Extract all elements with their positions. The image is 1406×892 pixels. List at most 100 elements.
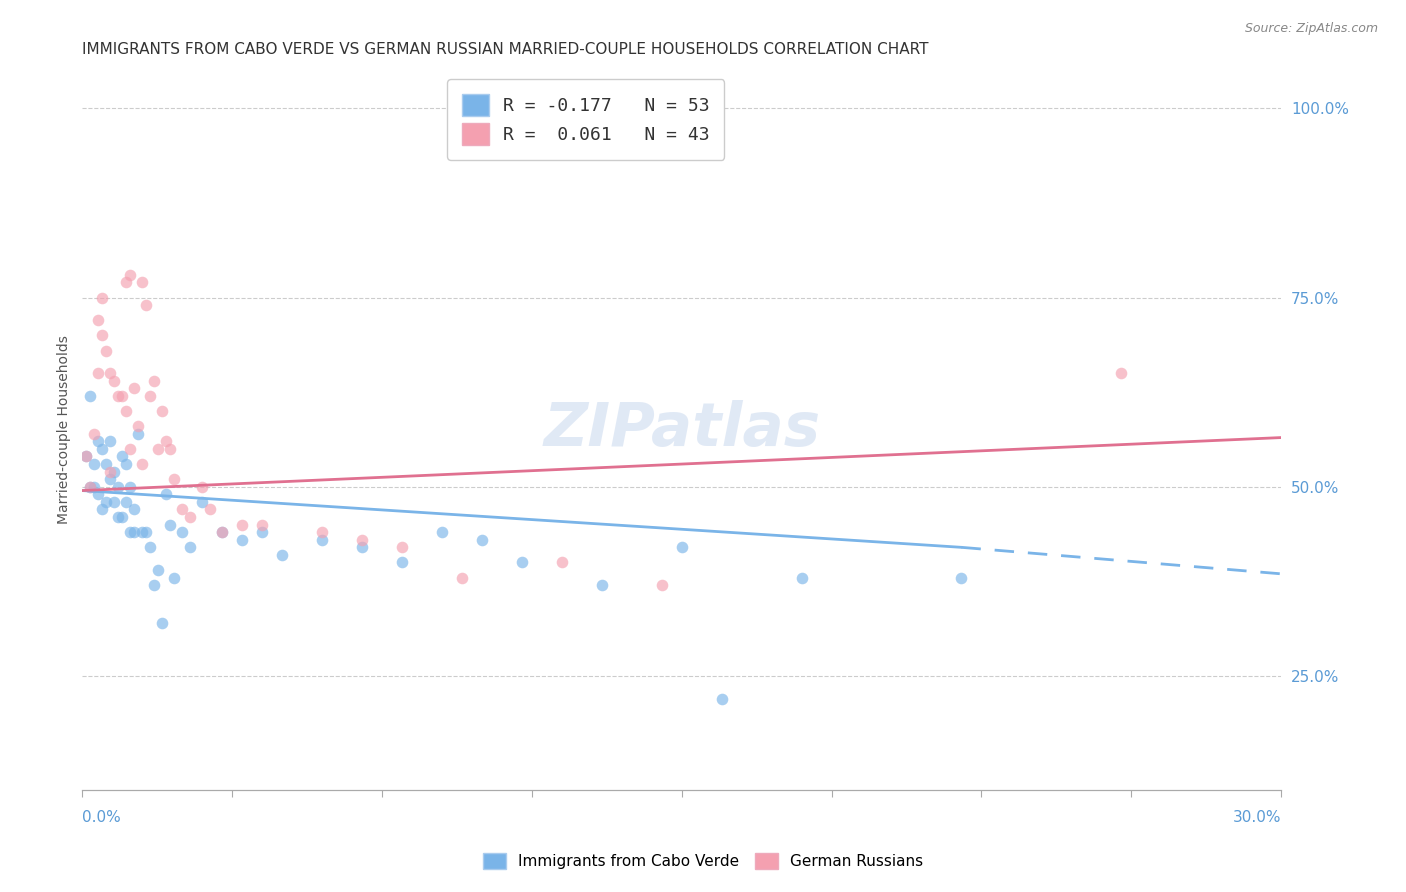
Point [107,389,129,403]
Point [591,578,613,592]
Point [163,571,186,585]
Point [75,450,97,464]
Point [120,268,142,282]
Point [710,691,733,706]
Text: IMMIGRANTS FROM CABO VERDE VS GERMAN RUSSIAN MARRIED-COUPLE HOUSEHOLDS CORRELATI: IMMIGRANTS FROM CABO VERDE VS GERMAN RUS… [83,42,929,57]
Point [211,525,233,540]
Point [103,495,125,509]
Point [148,563,170,577]
Point [179,541,201,555]
Point [103,374,125,388]
Point [87,313,110,327]
Point [91,442,114,456]
Point [91,328,114,343]
Point [122,502,145,516]
Point [139,389,162,403]
Point [179,510,201,524]
Y-axis label: Married-couple Households: Married-couple Households [58,335,72,524]
Point [250,517,273,532]
Point [950,571,973,585]
Point [98,465,121,479]
Point [115,495,138,509]
Point [172,525,194,540]
Point [391,541,413,555]
Point [391,556,413,570]
Point [250,525,273,540]
Point [98,366,121,380]
Point [451,571,474,585]
Point [91,502,114,516]
Point [111,450,134,464]
Point [671,541,693,555]
Point [127,426,149,441]
Point [79,480,101,494]
Point [131,457,153,471]
Point [79,480,101,494]
Point [111,389,134,403]
Point [87,366,110,380]
Point [159,442,181,456]
Point [135,525,157,540]
Point [1109,366,1132,380]
Point [96,495,118,509]
Point [311,525,333,540]
Text: 0.0%: 0.0% [83,810,121,825]
Point [510,556,533,570]
Point [98,472,121,486]
Point [191,480,214,494]
Point [127,419,149,434]
Point [159,517,181,532]
Point [551,556,574,570]
Point [75,450,97,464]
Point [143,578,166,592]
Point [430,525,453,540]
Point [91,291,114,305]
Point [83,457,105,471]
Point [271,548,294,562]
Point [790,571,813,585]
Point [231,517,253,532]
Point [172,502,194,516]
Point [198,502,221,516]
Point [191,495,214,509]
Point [150,404,173,418]
Point [155,487,177,501]
Point [120,442,142,456]
Point [83,426,105,441]
Point [87,487,110,501]
Legend: Immigrants from Cabo Verde, German Russians: Immigrants from Cabo Verde, German Russi… [477,847,929,875]
Text: Source: ZipAtlas.com: Source: ZipAtlas.com [1244,22,1378,36]
Point [143,374,166,388]
Point [651,578,673,592]
Point [107,510,129,524]
Point [139,541,162,555]
Point [135,298,157,312]
Point [131,525,153,540]
Point [163,472,186,486]
Point [155,434,177,449]
Text: 30.0%: 30.0% [1233,810,1281,825]
Point [83,480,105,494]
Point [131,276,153,290]
Point [211,525,233,540]
Point [115,457,138,471]
Point [122,381,145,395]
Point [350,541,373,555]
Point [115,404,138,418]
Point [87,434,110,449]
Point [311,533,333,547]
Point [115,276,138,290]
Point [103,465,125,479]
Point [231,533,253,547]
Point [120,525,142,540]
Point [96,457,118,471]
Point [148,442,170,456]
Point [350,533,373,547]
Point [150,615,173,630]
Text: ZIPatlas: ZIPatlas [543,401,820,459]
Point [111,510,134,524]
Point [471,533,494,547]
Point [122,525,145,540]
Point [98,434,121,449]
Legend: R = -0.177   N = 53, R =  0.061   N = 43: R = -0.177 N = 53, R = 0.061 N = 43 [447,79,724,160]
